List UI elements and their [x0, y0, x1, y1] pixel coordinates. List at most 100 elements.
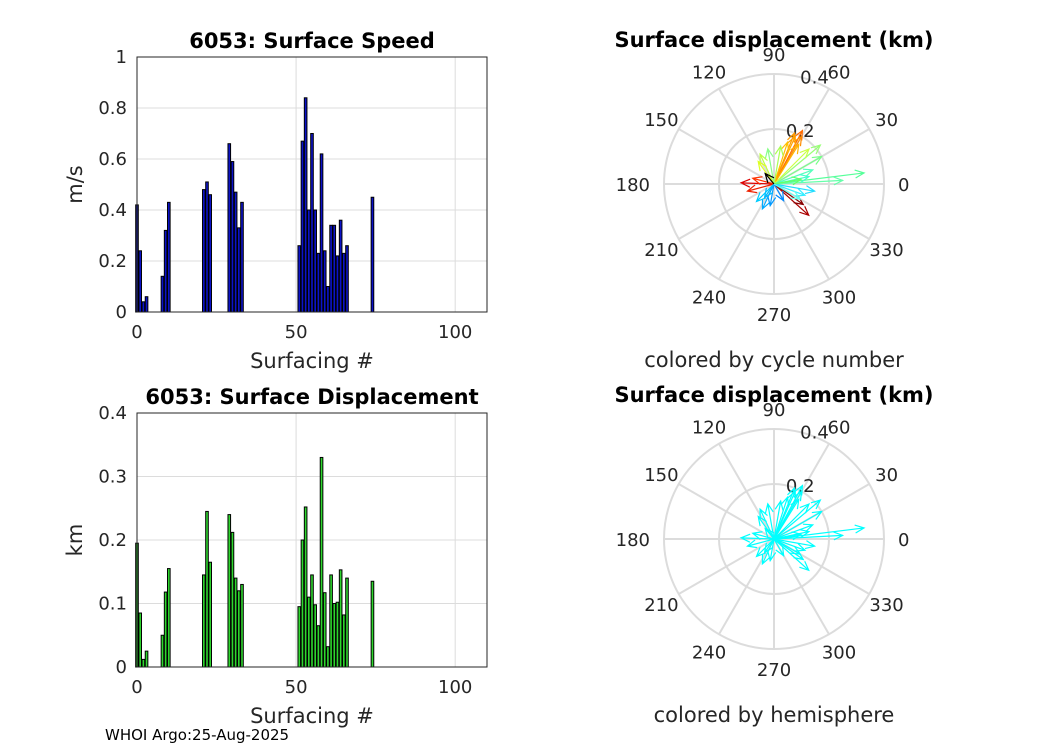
displacement-vector — [773, 538, 810, 572]
angle-tick-label: 330 — [869, 240, 903, 261]
bar — [342, 252, 346, 313]
angle-tick-label: 60 — [828, 417, 851, 438]
bar — [303, 506, 308, 668]
bar — [322, 592, 327, 668]
speed-bar-chart: 0 50 100 0 0.2 0.4 0.6 0.8 1 6053: Surface Speed S… — [63, 29, 488, 373]
displacement-vector — [764, 172, 775, 185]
bar — [144, 296, 149, 313]
bar — [322, 250, 327, 313]
bar — [297, 245, 302, 313]
bar — [300, 539, 305, 668]
displacement-vector — [773, 183, 785, 202]
bar — [167, 568, 171, 668]
angle-tick-label: 90 — [763, 45, 786, 66]
bar — [310, 574, 314, 668]
y-tick-label: 1 — [116, 47, 127, 68]
displacement-vector — [764, 527, 775, 540]
angle-tick-label: 120 — [692, 417, 726, 438]
x-tick-label: 100 — [438, 322, 472, 343]
bar — [326, 286, 330, 313]
bar — [240, 583, 244, 668]
bar — [205, 510, 209, 668]
displacement-vector — [764, 502, 775, 540]
displacement-vector — [751, 531, 775, 540]
bar — [141, 301, 146, 313]
radius-tick-label: 0.4 — [800, 423, 829, 444]
displacement-vector — [746, 183, 775, 194]
bar — [227, 514, 232, 668]
displacement-vector — [767, 183, 777, 208]
bar — [297, 606, 302, 668]
polar-ring — [718, 128, 830, 240]
bar — [163, 591, 168, 668]
displacement-vector — [763, 183, 775, 199]
displacement-vector — [773, 510, 823, 540]
angle-tick-label: 240 — [692, 643, 726, 664]
displacement-vector — [759, 152, 775, 185]
chart-title: 6053: Surface Speed — [189, 29, 435, 53]
bar — [313, 209, 317, 313]
displacement-vector — [773, 499, 784, 540]
displacement-vector — [763, 538, 775, 554]
displacement-vector — [767, 538, 777, 563]
bar — [326, 646, 330, 668]
bar — [303, 97, 308, 313]
bar — [329, 224, 333, 313]
displacement-vector — [739, 533, 775, 543]
bar — [233, 577, 238, 668]
axes-box — [136, 56, 488, 313]
angle-tick-label: 300 — [822, 288, 856, 309]
bar — [310, 133, 314, 313]
angle-tick-label: 30 — [875, 465, 898, 486]
displacement-vector — [773, 531, 803, 541]
angle-tick-label: 0 — [898, 530, 909, 551]
bar — [345, 245, 349, 313]
bar — [332, 603, 337, 668]
radius-tick-label: 0.4 — [800, 68, 829, 89]
angle-tick-label: 240 — [692, 288, 726, 309]
bar — [138, 250, 142, 313]
bar — [240, 201, 244, 313]
displacement-vector — [773, 524, 866, 540]
bar — [237, 227, 241, 313]
displacement-vector — [751, 176, 775, 185]
bar — [316, 252, 321, 313]
displacement-vector — [773, 538, 785, 557]
displacement-vector — [773, 183, 810, 217]
x-tick-label: 0 — [131, 322, 142, 343]
angle-tick-label: 150 — [644, 110, 678, 131]
displacement-vector — [773, 143, 800, 185]
displacement-vector — [773, 144, 784, 185]
y-axis-label: km — [63, 524, 87, 557]
bar — [141, 658, 146, 668]
angle-tick-label: 300 — [822, 643, 856, 664]
y-tick-label: 0.3 — [98, 467, 127, 488]
bar — [208, 561, 212, 668]
bar — [144, 650, 149, 668]
bar — [370, 196, 375, 313]
bar — [202, 189, 206, 313]
bar — [313, 604, 317, 668]
y-tick-label: 0.4 — [98, 200, 127, 221]
bar — [338, 569, 343, 668]
angle-tick-label: 270 — [757, 305, 791, 326]
displacement-vector — [739, 178, 775, 188]
bar — [167, 201, 171, 313]
x-axis-label: Surfacing # — [250, 349, 374, 373]
angle-tick-label: 120 — [692, 62, 726, 83]
angle-tick-label: 210 — [644, 595, 678, 616]
displacement-vector — [746, 538, 775, 549]
chart-title: Surface displacement (km) — [614, 28, 933, 52]
polar-ring — [663, 428, 885, 650]
y-tick-label: 0.8 — [98, 98, 127, 119]
displacement-vector — [773, 183, 802, 200]
displacement-vector — [773, 502, 811, 540]
y-tick-label: 0 — [116, 302, 127, 323]
chart-caption: colored by cycle number — [644, 348, 904, 372]
bar — [332, 224, 337, 313]
footer-credit: WHOI Argo:25-Aug-2025 — [105, 726, 289, 744]
displacement-vector — [773, 144, 822, 185]
bar — [163, 229, 168, 313]
displacement-vector — [773, 169, 866, 185]
